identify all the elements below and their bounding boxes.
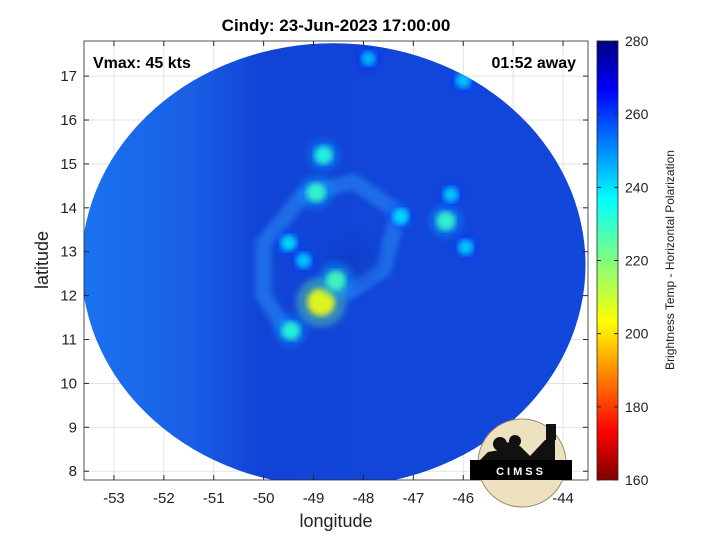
colorbar-label: Brightness Temp - Horizontal Polarizatio… — [663, 150, 677, 370]
convective-feature — [280, 234, 297, 251]
y-tick-label: 13 — [60, 244, 77, 261]
plot-frame — [83, 40, 589, 481]
colorbar-tick-label: 280 — [625, 33, 649, 49]
convective-feature — [436, 211, 456, 231]
convective-feature — [458, 239, 474, 255]
y-ticks: 8 9 10 11 12 13 14 15 16 17 — [60, 68, 588, 480]
x-tick-label: -46 — [452, 490, 474, 507]
x-tick-label: -49 — [303, 490, 325, 507]
x-tick-label: -50 — [253, 490, 275, 507]
convective-feature — [314, 145, 333, 165]
chart-title: Cindy: 23-Jun-2023 17:00:00 — [222, 16, 451, 35]
logo-text: CIMSS — [496, 466, 546, 478]
y-tick-label: 8 — [69, 463, 77, 480]
colorbar-tick-label: 180 — [625, 399, 649, 415]
cimss-logo: CIMSS — [470, 418, 572, 508]
x-tick-label: -52 — [153, 490, 175, 507]
y-tick-label: 15 — [60, 156, 77, 173]
colorbar-tick-label: 260 — [625, 106, 649, 122]
y-tick-label: 16 — [60, 112, 77, 129]
convective-feature — [392, 208, 409, 225]
y-tick-label: 17 — [60, 68, 77, 85]
colorbar-tick-label: 160 — [625, 472, 649, 488]
convective-feature — [295, 252, 312, 269]
y-tick-label: 9 — [69, 419, 77, 436]
convective-feature — [326, 270, 346, 291]
convective-feature — [455, 72, 471, 89]
x-tick-label: -48 — [353, 490, 375, 507]
x-tick-label: -51 — [203, 490, 225, 507]
colorbar-tick-label: 240 — [625, 179, 649, 195]
y-axis-label: latitude — [32, 231, 52, 289]
convective-feature — [281, 321, 301, 341]
x-tick-label: -44 — [552, 490, 574, 507]
y-tick-label: 10 — [60, 375, 77, 392]
colorbar-tick-label: 220 — [625, 253, 649, 269]
convective-feature — [361, 51, 376, 66]
vmax-annotation: Vmax: 45 kts — [93, 55, 191, 72]
y-tick-label: 12 — [60, 288, 77, 305]
x-tick-label: -47 — [403, 490, 425, 507]
y-tick-label: 11 — [61, 332, 77, 349]
x-tick-label: -53 — [103, 490, 125, 507]
convective-feature — [443, 186, 459, 203]
x-axis-label: longitude — [299, 511, 372, 531]
time-away-annotation: 01:52 away — [491, 55, 576, 72]
y-tick-label: 14 — [60, 200, 77, 217]
convective-feature — [306, 182, 326, 203]
convective-features — [274, 45, 480, 348]
swath — [84, 43, 586, 480]
colorbar-ticks: 160 180 200 220 240 260 280 — [597, 33, 649, 488]
colorbar-tick-label: 200 — [625, 326, 649, 342]
